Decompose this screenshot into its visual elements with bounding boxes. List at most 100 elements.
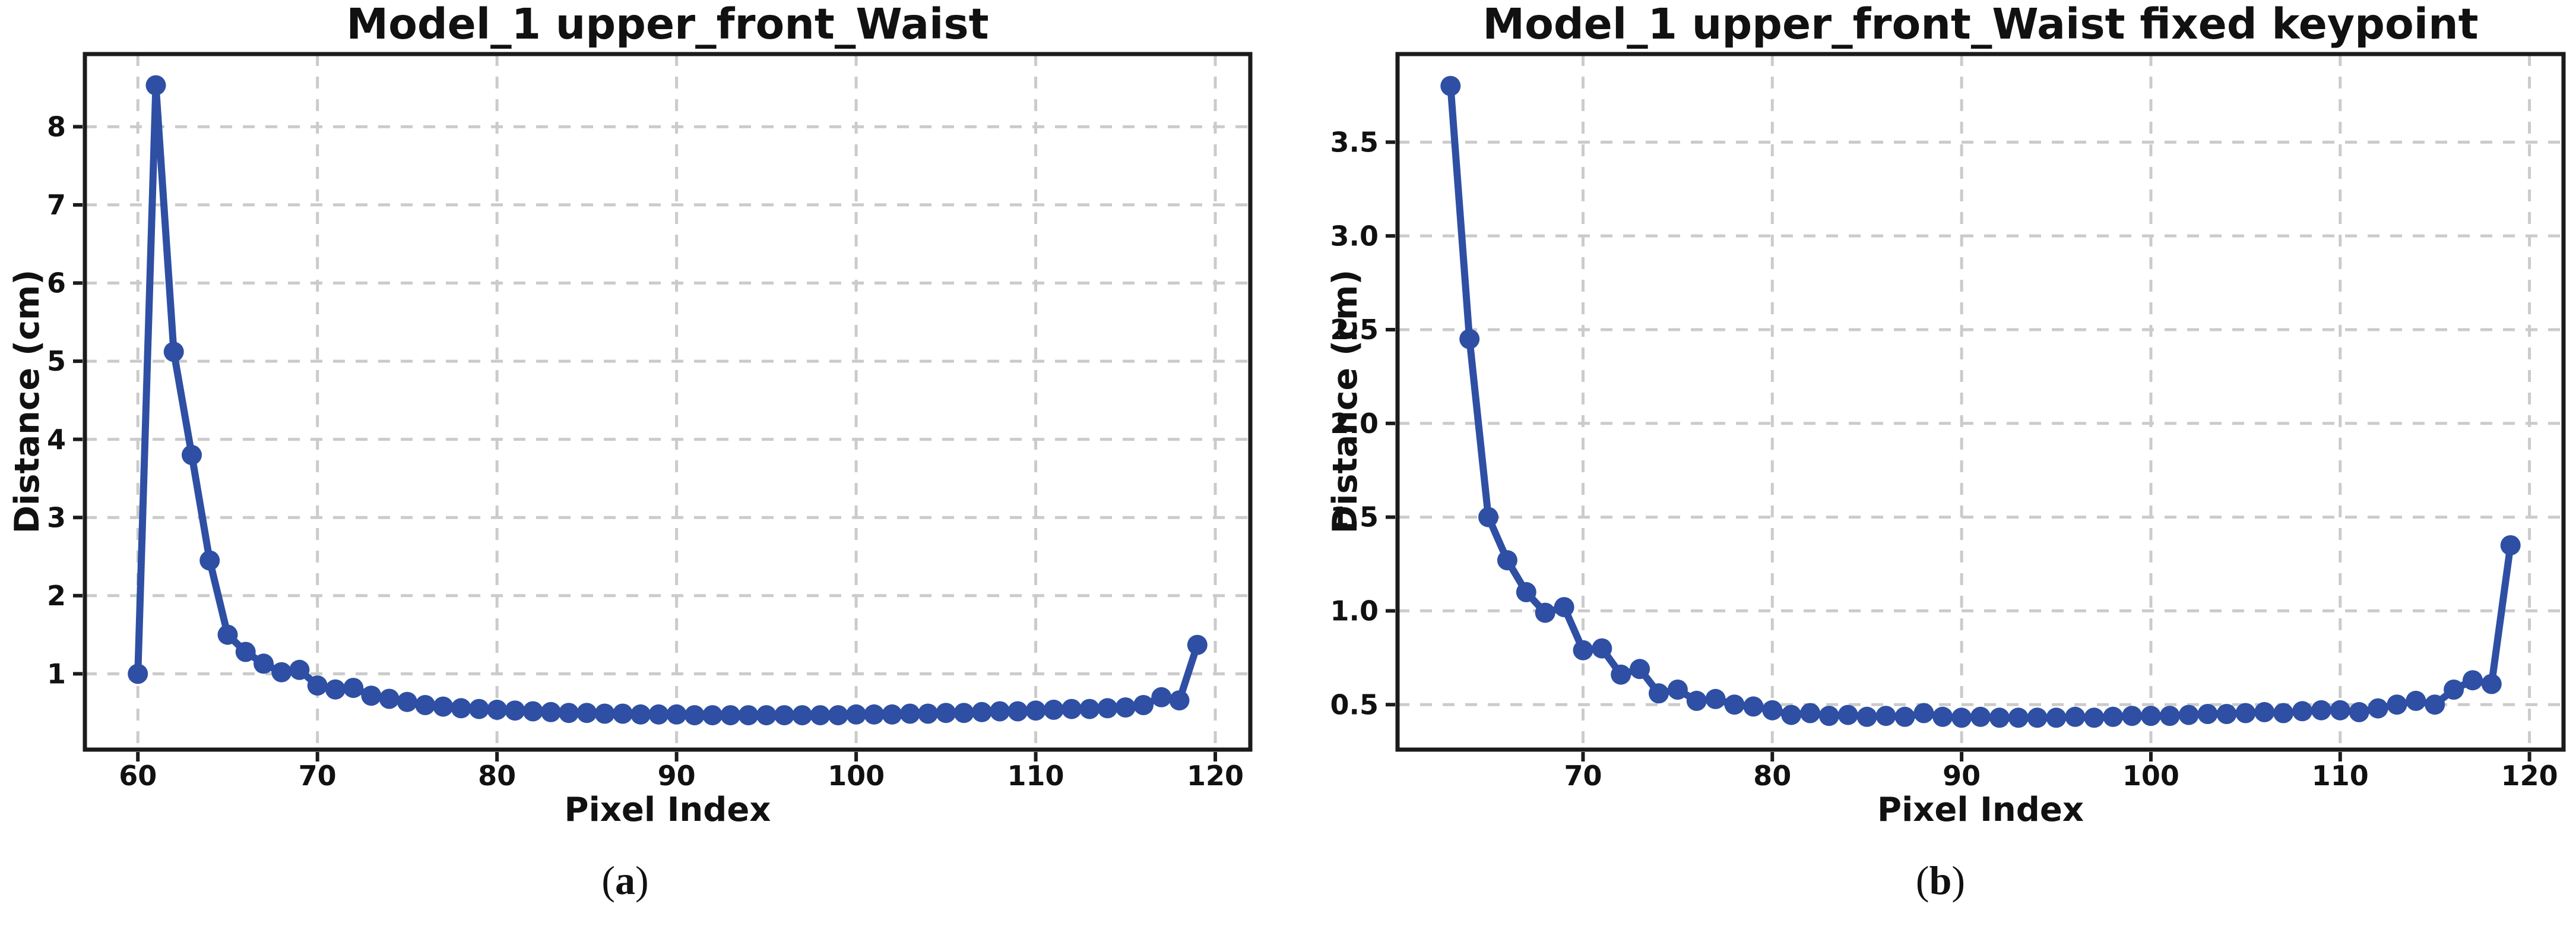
data-point <box>1970 706 1991 727</box>
chart-b-x-axis-label: Pixel Index <box>1877 791 2084 829</box>
chart-a-y-axis-label: Distance (cm) <box>8 269 47 534</box>
data-point <box>1062 699 1082 719</box>
x-tick-label: 120 <box>1187 760 1244 792</box>
x-tick-label: 120 <box>2501 760 2558 792</box>
data-point <box>1554 597 1574 618</box>
y-tick-label: 0.5 <box>1330 688 1379 721</box>
chart-a-plot-area: 60 70 80 90 100 110 120 1 2 3 4 5 6 7 8 <box>47 52 1253 792</box>
data-point <box>2425 694 2445 715</box>
data-point <box>1043 699 1064 720</box>
data-point <box>2330 700 2350 721</box>
data-point <box>810 705 831 726</box>
data-point <box>1743 696 1764 717</box>
data-point <box>2254 702 2275 722</box>
axes-frame <box>83 52 1253 752</box>
data-point <box>1781 704 1802 725</box>
chart-panel-a: 60 70 80 90 100 110 120 1 2 3 4 5 6 7 8 Model_1 upper_… <box>0 0 1269 904</box>
data-point <box>1079 699 1100 719</box>
data-point <box>2273 703 2294 723</box>
y-tick-label: 3.5 <box>1330 126 1379 158</box>
data-point <box>2368 698 2388 719</box>
gridlines <box>85 54 1250 750</box>
data-point <box>2349 702 2369 722</box>
data-point <box>738 705 759 726</box>
data-point <box>415 695 436 715</box>
data-point <box>882 704 902 725</box>
data-point <box>2046 707 2067 728</box>
tick-labels: 60 70 80 90 100 110 120 1 2 3 4 5 6 7 8 <box>47 110 1244 792</box>
data-point <box>325 679 346 700</box>
data-point <box>2500 535 2521 555</box>
x-tick-label: 70 <box>299 760 337 792</box>
chart-b-y-axis-label: Distance (cm) <box>1326 269 1365 534</box>
y-tick-label: 8 <box>47 110 66 143</box>
data-point <box>666 704 687 725</box>
data-point <box>1989 707 2010 728</box>
data-point <box>1478 507 1498 527</box>
x-tick-label: 80 <box>1753 760 1791 792</box>
data-point <box>756 705 777 726</box>
data-point <box>1151 687 1172 707</box>
data-point <box>1951 707 1972 728</box>
data-point <box>2235 703 2256 723</box>
data-point <box>774 705 795 726</box>
data-point <box>1800 703 1821 723</box>
data-point <box>1025 700 1046 721</box>
chart-a-caption: (a) <box>0 857 1269 904</box>
data-point <box>828 705 848 726</box>
data-point <box>145 75 166 96</box>
data-point <box>720 705 741 726</box>
data-point <box>1516 582 1536 602</box>
tick-labels: 70 80 90 100 110 120 0.5 1.0 1.5 2.0 2.5 3.0 3.5 <box>1330 126 2558 792</box>
x-tick-label: 60 <box>119 760 157 792</box>
data-point <box>899 703 920 724</box>
data-point <box>2008 707 2029 728</box>
data-point <box>1932 706 1953 727</box>
y-tick-label: 2.0 <box>1330 407 1379 440</box>
data-point <box>2178 704 2199 725</box>
chart-b-title: Model_1 upper_front_Waist fixed keypoint <box>1482 0 2479 49</box>
data-point <box>1573 640 1593 661</box>
chart-panel-b: 70 80 90 100 110 120 0.5 1.0 1.5 2.0 2.5 3.0 3.5 Mod… <box>1288 0 2576 929</box>
data-point <box>235 642 256 662</box>
data-point <box>540 702 561 722</box>
data-point <box>2159 706 2180 726</box>
data-point <box>2122 706 2143 726</box>
data-point <box>2103 706 2124 727</box>
x-tick-label: 100 <box>2122 760 2179 792</box>
data-point <box>1133 695 1154 715</box>
data-series <box>128 75 1208 726</box>
data-point <box>163 342 184 362</box>
data-point <box>971 702 992 722</box>
data-point <box>1097 698 1118 719</box>
data-point <box>684 705 705 726</box>
data-point <box>254 653 274 674</box>
data-point <box>128 663 148 684</box>
y-tick-label: 6 <box>47 267 66 299</box>
data-point <box>1724 694 1745 715</box>
data-point <box>468 699 489 719</box>
data-point <box>1007 701 1028 722</box>
data-point <box>451 698 471 719</box>
tick-marks <box>73 125 1218 761</box>
data-point <box>648 704 669 725</box>
x-tick-label: 80 <box>478 760 516 792</box>
data-point <box>1894 706 1915 727</box>
data-point <box>846 704 867 725</box>
data-point <box>289 659 310 680</box>
y-tick-label: 5 <box>47 345 66 377</box>
data-point <box>2027 707 2048 728</box>
data-point <box>2481 674 2502 694</box>
data-point <box>559 703 579 723</box>
data-point <box>1686 690 1707 711</box>
data-point <box>1913 703 1934 723</box>
gridlines <box>1398 54 2564 750</box>
y-tick-label: 2 <box>47 580 66 612</box>
caption-close-paren: ) <box>635 858 649 903</box>
y-tick-label: 3.0 <box>1330 220 1379 252</box>
data-point <box>1705 688 1726 709</box>
x-tick-label: 90 <box>1943 760 1981 792</box>
data-series <box>1440 75 2521 728</box>
data-point <box>792 705 813 726</box>
